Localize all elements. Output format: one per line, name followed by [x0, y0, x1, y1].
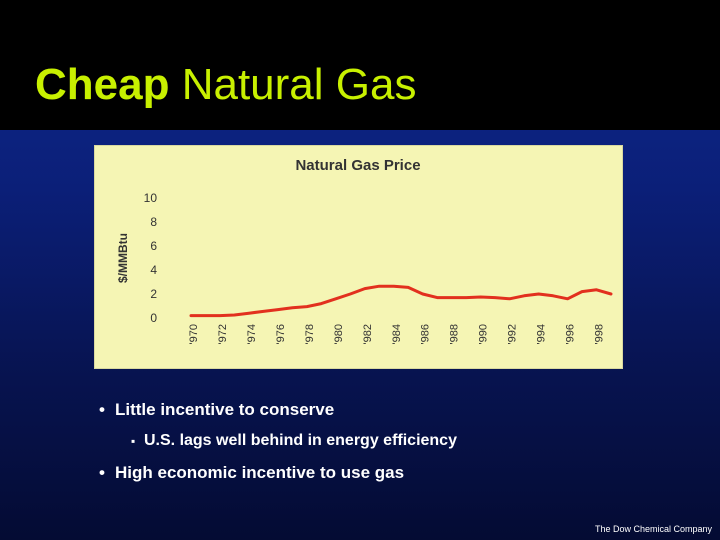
x-tick-label: '972	[217, 324, 229, 344]
x-tick-label: '990	[478, 324, 490, 344]
bullet-text: High economic incentive to use gas	[115, 463, 405, 482]
x-tick-label: '980	[333, 324, 345, 344]
y-tick-label: 2	[150, 287, 157, 301]
y-axis-label: $/MMBtu	[116, 233, 130, 283]
x-tick-label: '994	[536, 324, 548, 344]
bullet-text: Little incentive to conserve	[115, 400, 335, 419]
y-tick-label: 6	[150, 239, 157, 253]
sub-bullet-item: ▪ U.S. lags well behind in energy efficie…	[131, 432, 457, 450]
x-tick-label: '992	[507, 324, 519, 344]
chart-title: Natural Gas Price	[295, 157, 420, 174]
slide-title-bold: Cheap	[35, 60, 170, 109]
bullet-item: • Little incentive to conserve	[99, 400, 334, 420]
x-tick-label: '986	[420, 324, 432, 344]
series-line	[189, 284, 613, 318]
x-tick-label: '970	[188, 324, 200, 344]
x-tick-label: '996	[565, 324, 577, 344]
chart-panel: Natural Gas Price $/MMBtu 0 2 4 6 8 10 '970 '9…	[94, 145, 623, 369]
slide-title: Cheap Natural Gas	[35, 60, 416, 110]
y-tick-label: 8	[150, 215, 157, 229]
bullet-marker: •	[99, 463, 105, 482]
x-tick-label: '974	[246, 324, 258, 344]
y-tick-label: 4	[150, 263, 157, 277]
slide-title-rest: Natural Gas	[169, 60, 417, 109]
y-tick-label: 10	[144, 191, 158, 205]
bullet-marker: •	[99, 400, 105, 419]
x-tick-label: '978	[304, 324, 316, 344]
x-tick-label: '976	[275, 324, 287, 344]
x-tick-label: '984	[391, 324, 403, 344]
gas-price-chart: Natural Gas Price $/MMBtu 0 2 4 6 8 10 '970 '9…	[116, 157, 613, 344]
sub-bullet-marker: ▪	[131, 434, 136, 448]
footer-company: The Dow Chemical Company	[594, 524, 712, 534]
x-tick-label: '988	[449, 324, 461, 344]
y-tick-label: 0	[150, 311, 157, 325]
sub-bullet-text: U.S. lags well behind in energy efficien…	[144, 432, 457, 449]
x-tick-label: '982	[362, 324, 374, 344]
bullet-item: • High economic incentive to use gas	[99, 463, 404, 483]
title-bar	[0, 0, 720, 130]
x-tick-label: '998	[594, 324, 606, 344]
